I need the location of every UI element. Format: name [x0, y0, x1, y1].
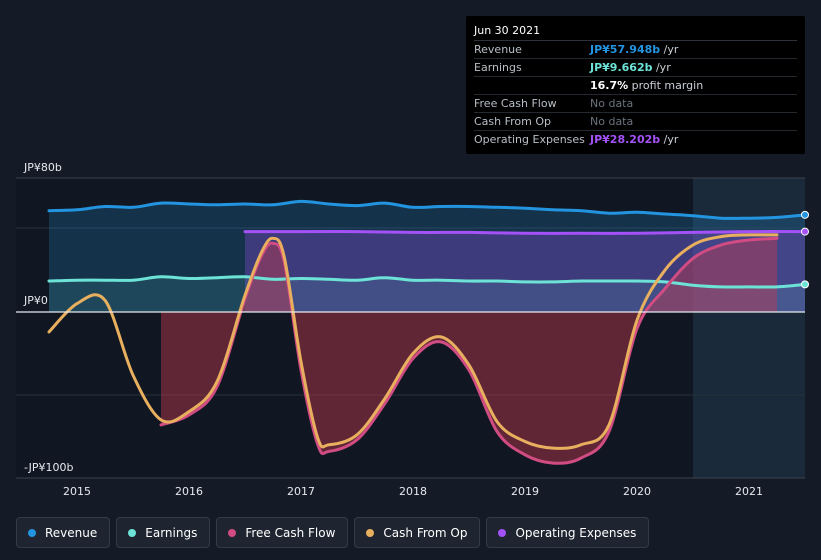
x-tick-label: 2017 — [287, 485, 315, 498]
gridlines-layer — [16, 177, 805, 479]
tooltip-row-value: No data — [590, 97, 634, 110]
cash-from-op-line — [47, 233, 779, 450]
legend-label: Operating Expenses — [515, 525, 637, 540]
tooltip-row: Operating Expenses JP¥28.202b /yr — [474, 131, 797, 148]
legend-dot-icon — [128, 528, 137, 537]
tooltip-rows: Revenue JP¥57.948b /yr Earnings JP¥9.662b /… — [474, 41, 797, 148]
tooltip-row-value: No data — [590, 115, 634, 128]
y-tick-label: JP¥80b — [23, 161, 62, 174]
data-tooltip: Jun 30 2021 Revenue JP¥57.948b /yr Earning… — [466, 16, 805, 154]
x-tick-label: 2020 — [623, 485, 651, 498]
tooltip-row: Earnings JP¥9.662b /yr — [474, 59, 797, 77]
tooltip-row: Free Cash Flow No data — [474, 95, 797, 113]
tooltip-row-label: Operating Expenses — [474, 133, 585, 146]
tooltip-row: Cash From Op No data — [474, 113, 797, 131]
legend-label: Cash From Op — [383, 525, 468, 540]
legend-dot-icon — [28, 528, 36, 537]
legend-item-operating-expenses[interactable]: Operating Expenses — [486, 517, 650, 548]
axes-layer: JP¥80b JP¥0 -JP¥100b 2015 2016 2017 2018 2019 20… — [16, 161, 805, 498]
revenue-line — [47, 199, 807, 220]
legend-item-cash-from-op[interactable]: Cash From Op — [354, 517, 481, 548]
legend-label: Earnings — [145, 525, 198, 540]
tooltip-row: 16.7% profit margin — [474, 77, 797, 95]
free-cash-flow-line — [159, 236, 779, 465]
tooltip-date: Jun 30 2021 — [474, 24, 797, 41]
x-tick-label: 2018 — [399, 485, 427, 498]
legend-label: Revenue — [45, 525, 98, 540]
legend-item-revenue[interactable]: Revenue — [16, 517, 111, 548]
legend-dot-icon — [228, 528, 237, 537]
y-tick-label: -JP¥100b — [24, 461, 73, 474]
legend-item-earnings[interactable]: Earnings — [116, 517, 211, 548]
area-fills-layer — [49, 201, 805, 464]
tooltip-row-value: JP¥9.662b /yr — [590, 61, 671, 74]
x-tick-label: 2016 — [175, 485, 203, 498]
x-tick-label: 2019 — [511, 485, 539, 498]
earnings-line — [47, 275, 807, 289]
operating-expenses-line — [243, 230, 807, 235]
tooltip-row-label: Earnings — [474, 61, 522, 74]
tooltip-row-label: Revenue — [474, 43, 522, 56]
chart-legend: Revenue Earnings Free Cash Flow Cash From O… — [16, 517, 650, 548]
revenue-area — [49, 201, 805, 312]
tooltip-row-label: Cash From Op — [474, 115, 552, 128]
legend-dot-icon — [366, 528, 375, 537]
legend-item-free-cash-flow[interactable]: Free Cash Flow — [216, 517, 349, 548]
legend-dot-icon — [498, 528, 507, 537]
tooltip-row-value: JP¥28.202b /yr — [590, 133, 679, 146]
operating-expenses-area — [245, 231, 805, 312]
x-tick-label: 2021 — [735, 485, 763, 498]
earnings-area — [49, 276, 805, 312]
tooltip-row-label — [474, 77, 590, 94]
earnings-end-point — [801, 280, 809, 289]
operating-expenses-end-point — [801, 227, 809, 236]
series-lines-layer — [47, 199, 809, 465]
y-tick-label: JP¥0 — [23, 294, 48, 307]
tooltip-row-value: JP¥57.948b /yr — [590, 43, 679, 56]
tooltip-row: Revenue JP¥57.948b /yr — [474, 41, 797, 59]
legend-label: Free Cash Flow — [245, 525, 336, 540]
revenue-end-point — [801, 210, 809, 219]
x-tick-label: 2015 — [63, 485, 91, 498]
tooltip-row-label: Free Cash Flow — [474, 97, 557, 110]
free-cash-flow-area — [161, 238, 777, 464]
tooltip-row-value: 16.7% profit margin — [590, 79, 704, 92]
